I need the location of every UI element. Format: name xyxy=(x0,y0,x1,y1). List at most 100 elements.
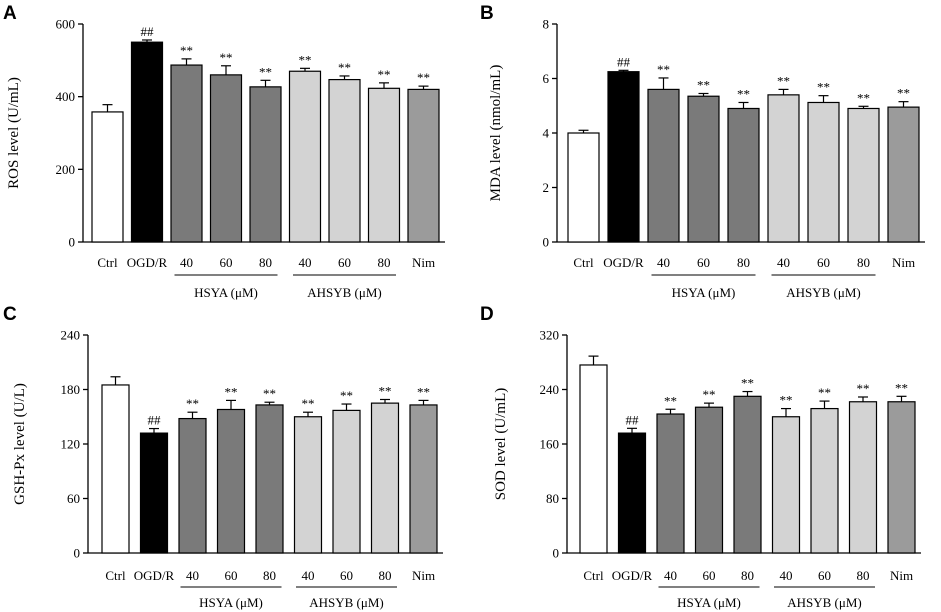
y-tick-label: 6 xyxy=(543,71,550,86)
group-label-hsya: HSYA (μM) xyxy=(199,595,263,610)
bar-hsya xyxy=(209,74,243,243)
y-tick-label: 0 xyxy=(74,546,81,561)
category-label: 40 xyxy=(186,568,199,583)
bar-hsya xyxy=(178,417,207,554)
y-axis-label: ROS level (U/mL) xyxy=(6,77,22,189)
category-label: Nim xyxy=(890,568,913,583)
group-label-ahsyb: AHSYB (μM) xyxy=(309,595,384,610)
category-label: 60 xyxy=(340,568,353,583)
y-tick-label: 60 xyxy=(67,491,80,506)
bar-ahsyb xyxy=(332,409,361,554)
bar-hsya xyxy=(249,86,282,243)
bar-hsya xyxy=(255,404,284,554)
significance-label: ** xyxy=(657,62,670,77)
category-label: 80 xyxy=(259,255,272,270)
bar-ctrl xyxy=(567,132,600,243)
y-tick-label: 4 xyxy=(543,126,550,141)
bar-ahsyb xyxy=(810,407,839,554)
significance-label: ** xyxy=(379,383,392,398)
category-label: 80 xyxy=(857,568,870,583)
significance-label: ** xyxy=(340,388,353,403)
y-tick-label: 120 xyxy=(61,437,81,452)
chart-panel-d: D 0 80 160 240 320 SOD level (U/mL) Ctrl ## OGD/R… xyxy=(480,304,921,610)
bar-nim xyxy=(407,88,440,243)
significance-label: ** xyxy=(777,73,790,88)
category-label: 60 xyxy=(225,568,238,583)
bar-hsya xyxy=(647,88,680,243)
category-label: 80 xyxy=(378,255,391,270)
significance-label: ** xyxy=(857,90,870,105)
category-label: 40 xyxy=(302,568,315,583)
bar-hsya xyxy=(687,95,720,243)
y-tick-label: 240 xyxy=(61,328,81,343)
bar-hsya xyxy=(727,107,760,243)
category-label: 80 xyxy=(263,568,276,583)
category-label: Ctrl xyxy=(583,568,604,583)
significance-label: ** xyxy=(378,67,391,82)
bar-hsya xyxy=(170,64,203,243)
chart-panel-a: A 0 200 400 600 ROS level (U/mL) Ctrl ## OGD/R **… xyxy=(3,3,445,300)
y-tick-label: 0 xyxy=(69,235,76,250)
significance-label: ** xyxy=(703,387,716,402)
bar-ahsyb xyxy=(328,78,361,243)
category-label: Nim xyxy=(412,255,435,270)
bar-hsya xyxy=(733,395,762,554)
significance-label: ** xyxy=(225,384,238,399)
significance-label: ** xyxy=(299,52,312,67)
group-label-ahsyb: AHSYB (μM) xyxy=(787,595,862,610)
bar-ahsyb xyxy=(807,101,840,243)
significance-label: ** xyxy=(417,70,430,85)
category-label: 60 xyxy=(818,568,831,583)
bar-ahsyb xyxy=(847,107,880,243)
significance-label: ** xyxy=(857,381,870,396)
panel-letter: B xyxy=(480,3,494,24)
bar-ahsyb xyxy=(367,87,401,243)
panel-letter: C xyxy=(3,304,17,325)
significance-label: ** xyxy=(818,385,831,400)
group-label-ahsyb: AHSYB (μM) xyxy=(307,285,382,300)
y-tick-label: 80 xyxy=(546,491,559,506)
panel-letter: A xyxy=(3,3,17,24)
y-tick-label: 2 xyxy=(543,180,550,195)
category-label: 80 xyxy=(857,255,870,270)
significance-label: ## xyxy=(141,24,155,39)
y-tick-label: 8 xyxy=(543,17,550,32)
y-tick-label: 0 xyxy=(543,235,550,250)
significance-label: ** xyxy=(417,384,430,399)
category-label: 80 xyxy=(737,255,750,270)
y-tick-label: 400 xyxy=(56,89,76,104)
category-label: OGD/R xyxy=(603,255,644,270)
significance-label: ** xyxy=(302,396,315,411)
category-label: Ctrl xyxy=(105,568,126,583)
bar-ahsyb xyxy=(767,94,800,243)
bar-hsya xyxy=(656,413,685,554)
group-label-hsya: HSYA (μM) xyxy=(677,595,741,610)
category-label: OGD/R xyxy=(127,255,168,270)
bar-nim xyxy=(887,401,916,554)
bar-nim xyxy=(409,404,438,554)
significance-label: ** xyxy=(737,86,750,101)
significance-label: ## xyxy=(617,54,631,69)
significance-label: ** xyxy=(897,86,910,101)
category-label: 40 xyxy=(780,568,793,583)
bar-ahsyb xyxy=(370,402,400,554)
significance-label: ** xyxy=(180,43,193,58)
significance-label: ## xyxy=(626,412,640,427)
bar-model xyxy=(607,71,640,243)
category-label: 60 xyxy=(697,255,710,270)
category-label: 60 xyxy=(220,255,233,270)
group-label-hsya: HSYA (μM) xyxy=(194,285,258,300)
bar-ahsyb xyxy=(288,70,322,243)
category-label: Ctrl xyxy=(573,255,594,270)
y-tick-label: 180 xyxy=(61,382,81,397)
group-label-hsya: HSYA (μM) xyxy=(672,285,736,300)
y-tick-label: 160 xyxy=(540,437,560,452)
y-tick-label: 200 xyxy=(56,162,76,177)
category-label: 40 xyxy=(657,255,670,270)
category-label: Nim xyxy=(892,255,915,270)
significance-label: ** xyxy=(259,64,272,79)
significance-label: ** xyxy=(741,376,754,391)
significance-label: ** xyxy=(697,77,710,92)
significance-label: ** xyxy=(186,396,199,411)
